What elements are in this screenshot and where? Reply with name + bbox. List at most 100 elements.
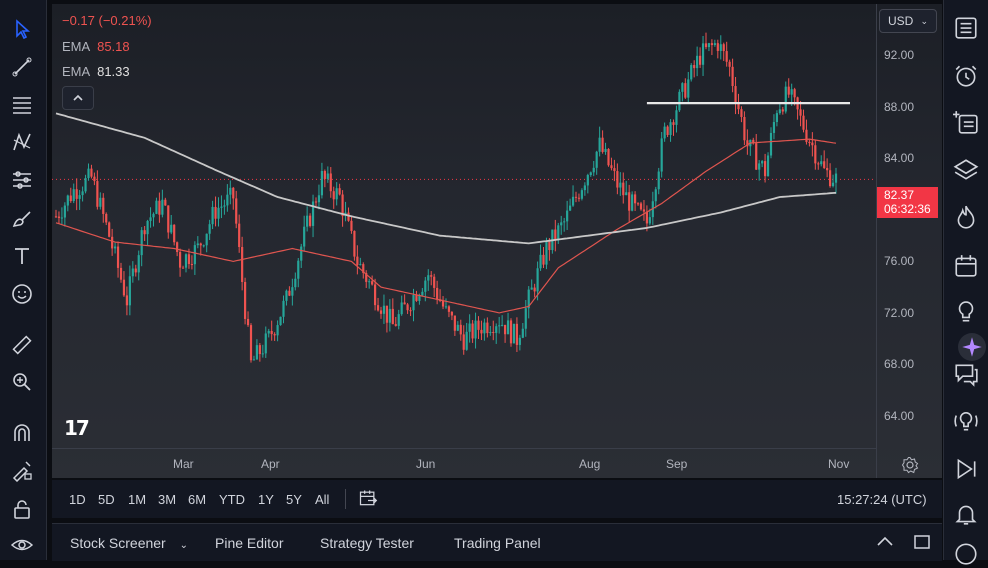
ema-fast-legend[interactable]: EMA 85.18 bbox=[62, 39, 130, 54]
range-1y-button[interactable]: 1Y bbox=[258, 492, 274, 507]
currency-select[interactable]: USD ⌄ bbox=[879, 9, 937, 33]
watchlist-icon[interactable] bbox=[952, 14, 980, 42]
alarm-clock-icon[interactable] bbox=[952, 62, 980, 90]
candle-body bbox=[554, 229, 557, 240]
candle-body bbox=[164, 199, 167, 206]
range-1m-button[interactable]: 1M bbox=[128, 492, 147, 507]
utc-clock[interactable]: 15:27:24 (UTC) bbox=[837, 492, 927, 507]
eye-icon[interactable] bbox=[7, 530, 37, 560]
ema-slow-legend[interactable]: EMA 81.33 bbox=[62, 64, 130, 79]
candle-body bbox=[303, 226, 306, 247]
price-chart[interactable] bbox=[52, 4, 876, 448]
play-icon[interactable] bbox=[952, 455, 980, 483]
range-ytd-button[interactable]: YTD bbox=[219, 492, 245, 507]
candle-body bbox=[167, 205, 170, 233]
settings-gear-icon[interactable] bbox=[901, 456, 919, 479]
candle-body bbox=[356, 256, 359, 265]
candle-body bbox=[235, 198, 238, 224]
candle-body bbox=[444, 306, 448, 308]
ideas-lightbulb-icon[interactable] bbox=[952, 298, 980, 326]
time-tick: Sep bbox=[666, 457, 688, 471]
candle-body bbox=[128, 276, 131, 306]
collapse-legend-button[interactable] bbox=[62, 86, 94, 110]
candle-body bbox=[113, 246, 117, 249]
price-tick: 64.00 bbox=[884, 408, 915, 423]
streams-lightbulb-icon[interactable] bbox=[952, 407, 980, 435]
candle-body bbox=[512, 323, 516, 344]
candle-body bbox=[769, 132, 773, 156]
candle-body bbox=[583, 185, 586, 191]
candle-body bbox=[273, 334, 276, 336]
candle-body bbox=[217, 207, 220, 219]
horizontal-lines-icon[interactable] bbox=[7, 89, 37, 119]
prediction-icon[interactable] bbox=[7, 165, 37, 195]
candle-body bbox=[447, 306, 451, 312]
candle-body bbox=[418, 295, 421, 301]
time-tick: Apr bbox=[261, 457, 280, 471]
candle-body bbox=[560, 222, 563, 226]
ai-sparkle-icon[interactable] bbox=[958, 333, 986, 361]
candle-body bbox=[317, 195, 321, 203]
range-5y-button[interactable]: 5Y bbox=[286, 492, 302, 507]
cursor-arrow-icon[interactable] bbox=[7, 14, 37, 44]
candle-body bbox=[170, 224, 173, 233]
candle-body bbox=[232, 187, 235, 199]
candle-body bbox=[568, 205, 572, 211]
ruler-icon[interactable] bbox=[7, 330, 37, 360]
range-all-button[interactable]: All bbox=[315, 492, 330, 507]
candle-body bbox=[802, 115, 805, 130]
candle-body bbox=[267, 330, 270, 334]
tab-strategy-tester[interactable]: Strategy Tester bbox=[320, 535, 414, 551]
range-5d-button[interactable]: 5D bbox=[98, 492, 115, 507]
left-drawing-toolbar bbox=[0, 0, 47, 560]
lock-drawing-icon[interactable] bbox=[7, 455, 37, 485]
candle-body bbox=[483, 322, 486, 334]
range-6m-button[interactable]: 6M bbox=[188, 492, 207, 507]
candle-body bbox=[734, 86, 737, 104]
emoji-icon[interactable] bbox=[7, 279, 37, 309]
candle-body bbox=[347, 212, 350, 221]
candle-body bbox=[181, 267, 185, 269]
lock-icon[interactable] bbox=[7, 494, 37, 524]
candle-body bbox=[622, 182, 625, 196]
tab-pine-editor[interactable]: Pine Editor bbox=[215, 535, 284, 551]
candle-body bbox=[808, 141, 811, 143]
tab-trading-panel[interactable]: Trading Panel bbox=[454, 535, 541, 551]
range-1d-button[interactable]: 1D bbox=[69, 492, 86, 507]
candle-body bbox=[223, 205, 226, 207]
date-range-icon[interactable] bbox=[358, 488, 378, 513]
candle-body bbox=[379, 310, 383, 314]
candle-body bbox=[571, 196, 575, 206]
candle-body bbox=[288, 290, 291, 296]
maximize-panel-icon[interactable] bbox=[913, 533, 931, 556]
layers-icon[interactable] bbox=[952, 156, 980, 184]
trend-line-icon[interactable] bbox=[7, 52, 37, 82]
calendar-icon[interactable] bbox=[952, 252, 980, 280]
notifications-bell-icon[interactable] bbox=[952, 500, 980, 528]
candle-body bbox=[335, 188, 338, 200]
candle-body bbox=[462, 334, 465, 350]
candle-body bbox=[772, 122, 776, 133]
expand-panel-chevron-up-icon[interactable] bbox=[876, 534, 894, 553]
candle-body bbox=[270, 330, 273, 335]
text-icon[interactable] bbox=[7, 241, 37, 271]
magnet-icon[interactable] bbox=[7, 418, 37, 448]
candle-body bbox=[468, 323, 471, 332]
zoom-in-icon[interactable] bbox=[7, 367, 37, 397]
range-3m-button[interactable]: 3M bbox=[158, 492, 177, 507]
hotlist-flame-icon[interactable] bbox=[952, 203, 980, 231]
candle-body bbox=[574, 196, 578, 198]
brush-icon[interactable] bbox=[7, 203, 37, 233]
chat-icon[interactable] bbox=[952, 360, 980, 388]
last-price: 82.37 bbox=[884, 188, 915, 202]
pattern-icon[interactable] bbox=[7, 127, 37, 157]
help-icon[interactable] bbox=[952, 540, 980, 568]
add-list-icon[interactable] bbox=[952, 108, 980, 136]
candle-body bbox=[527, 289, 530, 309]
candle-body bbox=[90, 168, 93, 177]
candle-body bbox=[589, 172, 592, 176]
price-tick: 92.00 bbox=[884, 48, 915, 63]
tab-stock-screener[interactable]: Stock Screener ⌄ bbox=[70, 535, 188, 551]
candle-body bbox=[427, 275, 430, 281]
candle-body bbox=[577, 197, 581, 199]
